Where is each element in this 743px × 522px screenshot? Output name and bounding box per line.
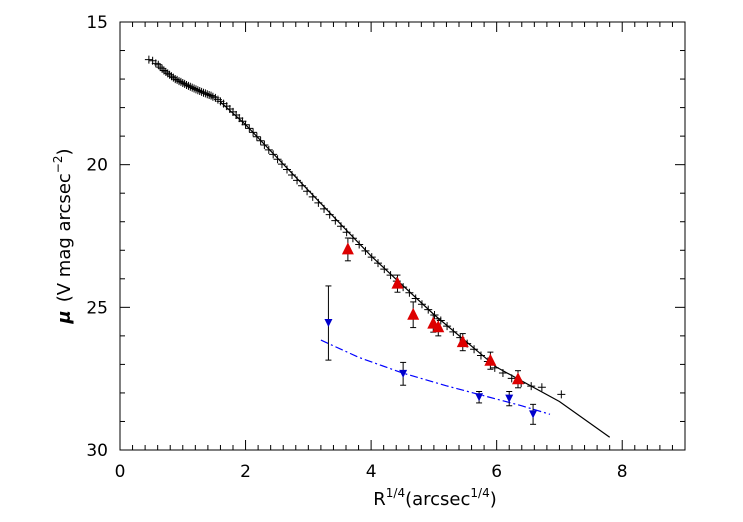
data-point-plus xyxy=(245,124,254,133)
data-point-plus xyxy=(537,383,546,392)
data-point-plus xyxy=(348,234,357,243)
data-point-plus xyxy=(175,77,184,86)
data-point-plus xyxy=(195,87,204,96)
data-point-triangle-up xyxy=(407,307,420,320)
data-point-plus xyxy=(269,150,278,159)
data-point-plus xyxy=(293,176,302,185)
data-point-plus xyxy=(308,192,317,201)
fit-line-2 xyxy=(320,339,551,415)
data-point-plus xyxy=(342,228,351,237)
data-point-plus xyxy=(207,91,216,100)
data-point-triangle-down xyxy=(475,393,484,402)
data-point-plus xyxy=(191,85,200,94)
data-point-plus xyxy=(314,198,323,207)
data-point-plus xyxy=(156,63,165,72)
data-point-triangle-down xyxy=(529,410,538,419)
data-point-triangle-up xyxy=(512,372,525,385)
axis-tick-labels: 0 2 4 6 8 15 20 25 30 xyxy=(86,13,627,482)
data-point-plus xyxy=(380,265,389,274)
data-point-plus xyxy=(331,216,340,225)
x-axis-label: R1/4(arcsec1/4) xyxy=(373,486,496,510)
data-point-plus xyxy=(557,390,566,399)
data-point-plus xyxy=(188,83,197,92)
data-point-plus xyxy=(176,77,185,86)
fit-line-1 xyxy=(219,101,611,438)
data-point-plus xyxy=(476,351,485,360)
data-point-plus xyxy=(249,128,258,137)
x-tick-label: 0 xyxy=(115,462,126,482)
data-point-plus xyxy=(256,136,265,145)
data-point-plus xyxy=(449,327,458,336)
data-point-plus xyxy=(193,86,202,95)
data-point-plus xyxy=(303,187,312,196)
data-point-plus xyxy=(264,145,273,154)
data-point-plus xyxy=(205,91,214,100)
x-tick-label: 6 xyxy=(491,462,502,482)
data-point-plus xyxy=(411,294,420,303)
fit-lines xyxy=(219,101,611,438)
data-point-plus xyxy=(417,300,426,309)
y-tick-label: 25 xyxy=(86,298,108,318)
data-point-plus xyxy=(273,155,282,164)
data-point-plus xyxy=(374,259,383,268)
data-point-plus xyxy=(361,246,370,255)
y-tick-label: 15 xyxy=(86,13,108,33)
plot-frame xyxy=(119,21,686,451)
data-point-plus xyxy=(430,311,439,320)
data-point-plus xyxy=(203,90,212,99)
data-point-plus xyxy=(355,240,364,249)
x-tick-label: 4 xyxy=(366,462,377,482)
data-point-plus xyxy=(144,55,153,64)
error-bars xyxy=(325,237,537,425)
axis-ticks xyxy=(119,21,686,451)
data-point-plus xyxy=(197,87,206,96)
data-point-triangle-up xyxy=(341,242,354,255)
data-point-triangle-up xyxy=(391,276,404,289)
data-point-plus xyxy=(282,165,291,174)
x-tick-label: 2 xyxy=(240,462,251,482)
data-point-plus xyxy=(178,79,187,88)
y-axis-label: μ(V mag arcsec−2) xyxy=(51,148,75,324)
data-point-plus xyxy=(325,210,334,219)
data-point-plus xyxy=(171,75,180,84)
data-point-plus xyxy=(386,271,395,280)
data-point-triangle-up xyxy=(484,353,497,366)
data-point-plus xyxy=(288,170,297,179)
data-point-plus xyxy=(173,75,182,84)
data-point-plus xyxy=(184,81,193,90)
data-point-plus xyxy=(298,181,307,190)
data-point-triangle-up xyxy=(456,335,469,348)
data-point-plus xyxy=(405,288,414,297)
data-point-plus xyxy=(498,368,507,377)
data-point-plus xyxy=(199,88,208,97)
data-point-plus xyxy=(277,160,286,169)
y-tick-label: 20 xyxy=(86,156,108,176)
data-point-plus xyxy=(443,322,452,331)
data-point-plus xyxy=(527,382,536,391)
data-point-plus xyxy=(436,316,445,325)
data-point-plus xyxy=(241,120,250,129)
data-point-plus xyxy=(201,89,210,98)
data-point-triangle-down xyxy=(324,319,333,328)
data-point-plus xyxy=(336,222,345,231)
x-tick-label: 8 xyxy=(617,462,628,482)
data-point-plus xyxy=(182,81,191,90)
data-point-plus xyxy=(260,140,269,149)
data-point-triangle-down xyxy=(399,369,408,378)
data-point-triangle-down xyxy=(505,394,514,403)
data-point-triangle-up xyxy=(432,320,445,333)
data-point-plus xyxy=(180,79,189,88)
data-point-plus xyxy=(424,305,433,314)
data-point-plus xyxy=(190,84,199,93)
data-markers xyxy=(144,55,566,419)
data-point-plus xyxy=(186,82,195,91)
data-point-plus xyxy=(507,374,516,383)
y-tick-label: 30 xyxy=(86,441,108,461)
data-point-plus xyxy=(252,132,261,141)
data-point-plus xyxy=(320,204,329,213)
data-point-plus xyxy=(470,345,479,354)
data-point-plus xyxy=(367,253,376,262)
